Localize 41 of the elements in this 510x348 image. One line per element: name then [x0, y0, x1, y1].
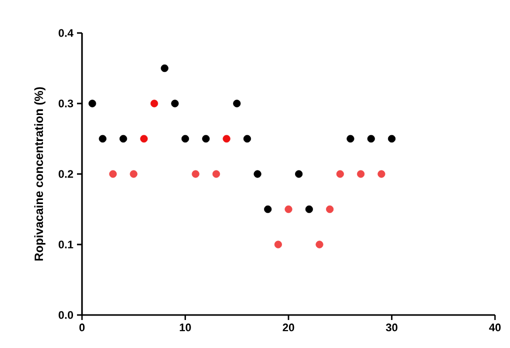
point	[202, 134, 210, 143]
point	[274, 240, 282, 248]
point	[336, 170, 344, 178]
point	[264, 205, 272, 214]
point	[171, 100, 179, 108]
y-tick-label: 0.2	[58, 170, 74, 178]
point	[109, 170, 117, 178]
point	[295, 170, 303, 178]
x-tick-label: 30	[386, 324, 398, 332]
point	[88, 100, 96, 108]
x-tick-label: 40	[489, 324, 501, 332]
point	[120, 134, 128, 143]
point	[181, 134, 190, 143]
point	[233, 100, 241, 108]
point	[367, 134, 375, 143]
point	[305, 205, 313, 214]
point	[212, 170, 220, 178]
x-tick-label: 20	[282, 324, 294, 332]
y-tick-label: 0.4	[58, 29, 74, 37]
x-tick-label: 10	[180, 324, 191, 332]
point	[254, 170, 262, 178]
point	[150, 100, 158, 108]
point	[388, 134, 396, 143]
y-axis-title: Ropivacaine concentration (%)	[34, 87, 46, 261]
point	[378, 170, 386, 178]
point	[356, 170, 365, 178]
point	[222, 134, 230, 143]
point	[140, 134, 148, 143]
point	[192, 170, 200, 178]
point	[243, 134, 251, 143]
point	[326, 205, 334, 214]
point	[346, 134, 354, 143]
point	[316, 240, 324, 248]
y-tick-label: 0.0	[58, 311, 74, 319]
x-tick-label: 0	[79, 324, 85, 332]
point	[160, 64, 168, 72]
point	[98, 134, 106, 143]
y-tick-label: 0.3	[58, 100, 74, 108]
point	[130, 170, 138, 178]
y-tick-label: 0.1	[58, 240, 74, 248]
point	[284, 205, 292, 214]
